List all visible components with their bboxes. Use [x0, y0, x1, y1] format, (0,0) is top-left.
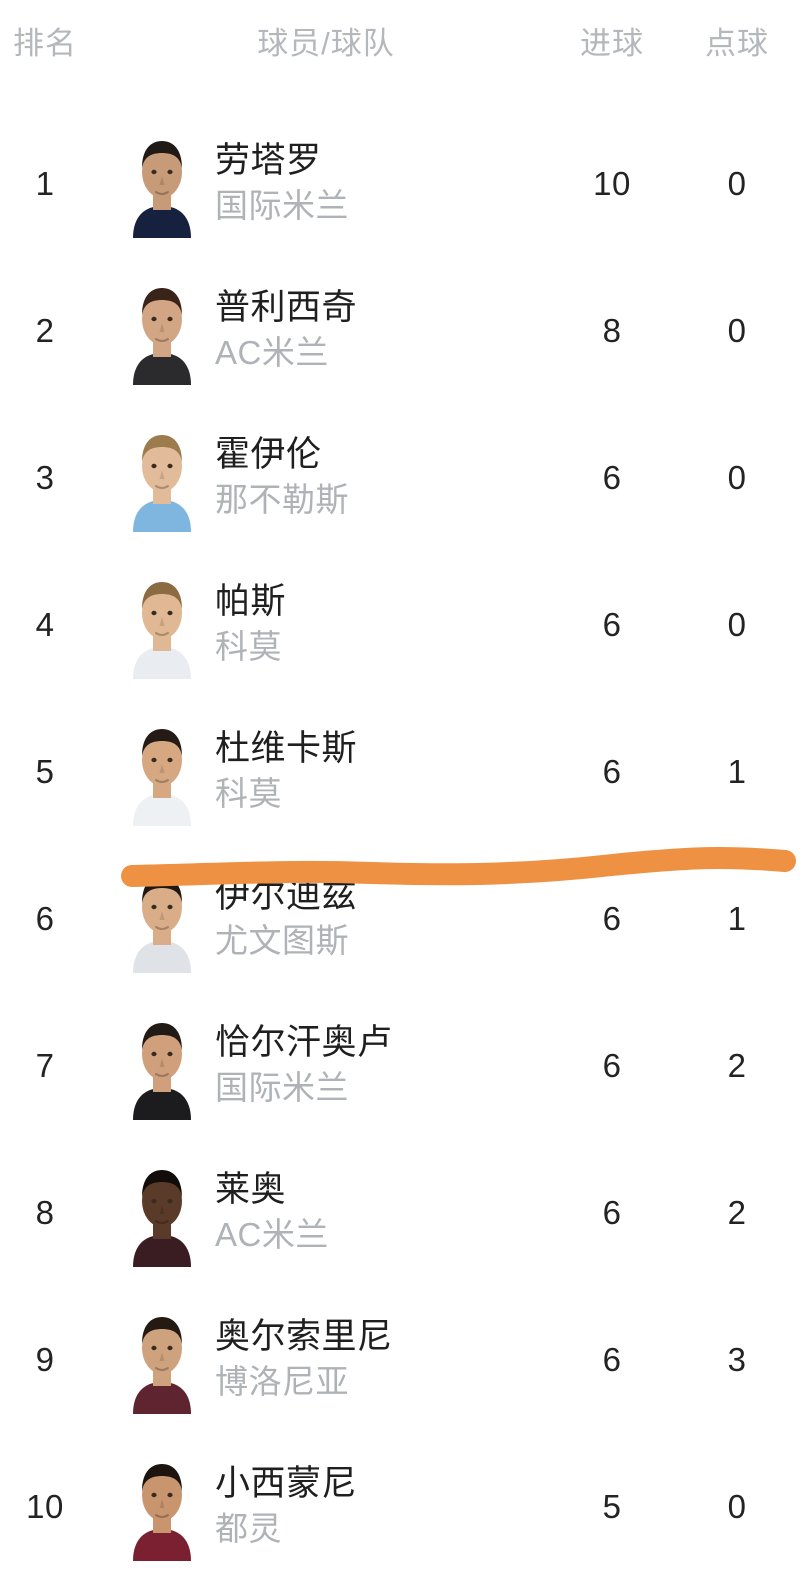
goals-cell: 6	[602, 1193, 622, 1231]
goals-cell: 8	[602, 311, 622, 349]
player-name: 霍伊伦	[215, 434, 322, 474]
rank-cell: 8	[35, 1193, 55, 1231]
penalties-cell: 0	[727, 311, 747, 349]
team-name: 都灵	[215, 1509, 282, 1547]
goals-cell: 5	[602, 1487, 622, 1525]
rank-cell: 6	[35, 899, 55, 937]
goals-cell: 6	[602, 899, 622, 937]
team-name: 科莫	[215, 627, 282, 665]
rank-cell: 7	[35, 1046, 55, 1084]
player-avatar	[123, 864, 201, 973]
player-cell[interactable]: 莱奥 AC米兰	[110, 1139, 540, 1286]
team-name: AC米兰	[215, 333, 329, 371]
penalties-cell: 3	[727, 1340, 747, 1378]
player-names: 霍伊伦 那不勒斯	[215, 434, 349, 522]
player-cell[interactable]: 恰尔汗奥卢 国际米兰	[110, 992, 540, 1139]
player-avatar	[123, 1158, 201, 1267]
goals-cell: 6	[602, 752, 622, 790]
player-avatar	[123, 1305, 201, 1414]
player-name: 伊尔迪兹	[215, 875, 358, 915]
table-row[interactable]: 7 恰尔汗奥卢国际米兰 6 2	[0, 992, 811, 1139]
rank-cell: 1	[35, 164, 55, 202]
player-name: 劳塔罗	[215, 140, 322, 180]
table-row[interactable]: 5 杜维卡斯科莫 6 1	[0, 698, 811, 845]
player-avatar	[123, 1452, 201, 1561]
player-cell[interactable]: 奥尔索里尼 博洛尼亚	[110, 1286, 540, 1433]
table-row[interactable]: 1 劳塔罗国际米兰 10 0	[0, 110, 811, 257]
table-row[interactable]: 8 莱奥 AC米兰 6 2	[0, 1139, 811, 1286]
leaderboard-rows: 1 劳塔罗 国际米兰 10 0 2 普利西奇 AC米兰 8 0 3 霍伊伦 那不勒斯 6 0 4 帕斯 科莫 6 0 5…	[0, 110, 811, 1580]
goals-cell: 6	[602, 1046, 622, 1084]
player-avatar	[123, 423, 201, 532]
player-names: 莱奥 AC米兰	[215, 1169, 329, 1257]
rank-cell: 4	[35, 605, 55, 643]
penalties-cell: 2	[727, 1046, 747, 1084]
penalties-cell: 0	[727, 458, 747, 496]
player-names: 劳塔罗 国际米兰	[215, 140, 349, 228]
team-name: 那不勒斯	[215, 480, 349, 518]
rank-cell: 5	[35, 752, 55, 790]
rank-cell: 9	[35, 1340, 55, 1378]
penalties-cell: 0	[727, 605, 747, 643]
team-name: 科莫	[215, 774, 282, 812]
table-row[interactable]: 6 伊尔迪兹尤文图斯 6 1	[0, 845, 811, 992]
player-avatar	[123, 717, 201, 826]
goals-cell: 6	[602, 1340, 622, 1378]
team-name: 博洛尼亚	[215, 1362, 349, 1400]
table-row[interactable]: 10 小西蒙尼都灵 5 0	[0, 1433, 811, 1580]
player-names: 帕斯 科莫	[215, 581, 286, 669]
player-name: 帕斯	[215, 581, 287, 621]
team-name: 国际米兰	[215, 1068, 349, 1106]
player-name: 杜维卡斯	[215, 728, 358, 768]
player-names: 伊尔迪兹 尤文图斯	[215, 875, 357, 963]
penalties-cell: 0	[727, 164, 747, 202]
rank-cell: 3	[35, 458, 55, 496]
table-row[interactable]: 4 帕斯科莫 6 0	[0, 551, 811, 698]
player-cell[interactable]: 普利西奇 AC米兰	[110, 257, 540, 404]
table-row[interactable]: 2 普利西奇 AC米兰 8 0	[0, 257, 811, 404]
penalties-cell: 0	[727, 1487, 747, 1525]
player-name: 普利西奇	[215, 287, 358, 327]
player-names: 恰尔汗奥卢 国际米兰	[215, 1022, 393, 1110]
table-header: 排名 球员/球队 进球 点球	[0, 0, 811, 110]
goals-cell: 6	[602, 605, 622, 643]
team-name: 尤文图斯	[215, 921, 349, 959]
player-avatar	[123, 1011, 201, 1120]
player-avatar	[123, 570, 201, 679]
player-avatar	[123, 129, 201, 238]
team-name: AC米兰	[215, 1215, 329, 1253]
player-cell[interactable]: 小西蒙尼 都灵	[110, 1433, 540, 1580]
player-names: 奥尔索里尼 博洛尼亚	[215, 1316, 393, 1404]
player-name: 莱奥	[215, 1169, 287, 1209]
penalties-cell: 2	[727, 1193, 747, 1231]
player-cell[interactable]: 霍伊伦 那不勒斯	[110, 404, 540, 551]
goals-cell: 6	[602, 458, 622, 496]
player-cell[interactable]: 帕斯 科莫	[110, 551, 540, 698]
player-names: 小西蒙尼 都灵	[215, 1463, 357, 1551]
rank-cell: 10	[26, 1487, 64, 1525]
player-name: 恰尔汗奥卢	[215, 1022, 393, 1062]
player-name: 小西蒙尼	[215, 1463, 358, 1503]
player-cell[interactable]: 劳塔罗 国际米兰	[110, 110, 540, 257]
goals-cell: 10	[593, 164, 631, 202]
player-names: 普利西奇 AC米兰	[215, 287, 357, 375]
table-row[interactable]: 3 霍伊伦那不勒斯 6 0	[0, 404, 811, 551]
column-header-rank: 排名	[13, 26, 77, 61]
team-name: 国际米兰	[215, 186, 349, 224]
penalties-cell: 1	[727, 899, 747, 937]
player-cell[interactable]: 伊尔迪兹 尤文图斯	[110, 845, 540, 992]
player-avatar	[123, 276, 201, 385]
penalties-cell: 1	[727, 752, 747, 790]
column-header-player-team: 球员/球队	[257, 26, 395, 61]
table-row[interactable]: 9 奥尔索里尼博洛尼亚 6 3	[0, 1286, 811, 1433]
column-header-penalties: 点球	[705, 26, 769, 61]
player-name: 奥尔索里尼	[215, 1316, 393, 1356]
column-header-goals: 进球	[580, 26, 644, 61]
rank-cell: 2	[35, 311, 55, 349]
player-names: 杜维卡斯 科莫	[215, 728, 357, 816]
player-cell[interactable]: 杜维卡斯 科莫	[110, 698, 540, 845]
